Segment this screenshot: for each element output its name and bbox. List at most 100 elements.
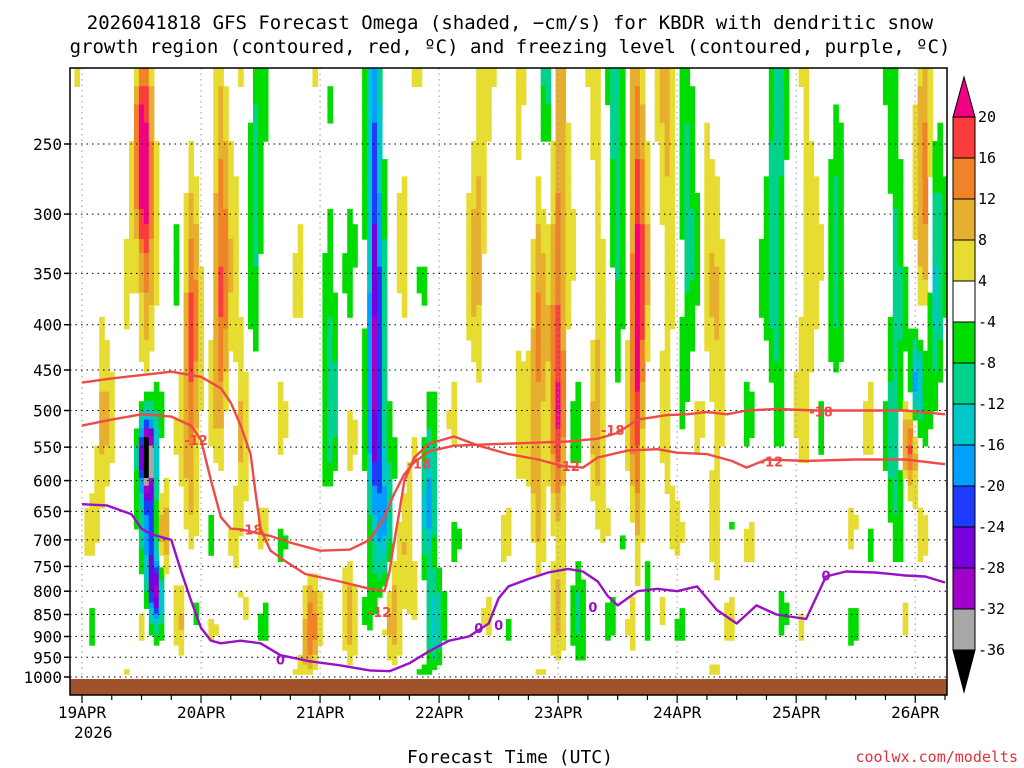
omega-cell <box>897 316 904 330</box>
omega-cell <box>372 339 378 352</box>
omega-cell <box>803 371 810 383</box>
omega-cell <box>223 292 229 306</box>
omega-cell <box>99 478 105 487</box>
omega-cell <box>892 462 899 471</box>
credit-link[interactable]: coolwx.com/modelts <box>855 748 1018 766</box>
omega-cell <box>937 253 943 268</box>
omega-cell <box>530 428 537 438</box>
omega-cell <box>372 68 378 87</box>
omega-cell <box>148 279 155 294</box>
omega-cell <box>575 410 581 421</box>
omega-cell <box>664 279 671 294</box>
omega-cell <box>471 193 477 210</box>
omega-cell <box>391 573 398 581</box>
omega-cell <box>238 68 244 87</box>
omega-cell <box>347 305 353 318</box>
omega-cell <box>927 141 934 160</box>
omega-cell <box>396 238 403 254</box>
omega-cell <box>868 542 874 550</box>
omega-cell <box>897 193 904 210</box>
omega-cell <box>679 141 686 160</box>
omega-cell <box>560 548 567 556</box>
omega-cell <box>768 68 775 87</box>
omega-cell <box>555 596 562 604</box>
omega-cell <box>148 561 155 569</box>
omega-cell <box>808 253 815 268</box>
omega-cell <box>575 613 581 620</box>
y-tick-label: 400 <box>33 316 62 335</box>
omega-cell <box>322 350 328 363</box>
omega-cell <box>709 176 715 194</box>
omega-cell <box>282 410 289 421</box>
omega-cell <box>515 141 522 160</box>
omega-cell <box>758 279 765 294</box>
omega-cell <box>377 591 383 598</box>
omega-cell <box>669 193 676 210</box>
omega-cell <box>153 176 160 194</box>
omega-cell <box>505 619 512 626</box>
omega-cell <box>629 507 636 516</box>
omega-cell <box>476 316 482 330</box>
omega-cell <box>124 316 130 330</box>
omega-cell <box>515 350 522 363</box>
omega-cell <box>431 591 438 598</box>
omega-cell <box>629 500 636 509</box>
omega-cell <box>808 224 815 240</box>
omega-cell <box>560 470 567 479</box>
omega-cell <box>183 470 190 479</box>
omega-cell <box>367 561 373 569</box>
omega-cell <box>778 591 785 598</box>
omega-cell <box>228 279 234 294</box>
omega-cell <box>302 634 309 641</box>
omega-cell <box>233 528 239 537</box>
omega-cell <box>153 542 160 550</box>
omega-cell <box>228 339 234 352</box>
omega-cell <box>322 391 328 402</box>
omega-cell <box>892 445 899 455</box>
omega-cell <box>466 224 472 240</box>
omega-cell <box>377 548 383 556</box>
omega-cell <box>148 602 155 609</box>
omega-cell <box>188 305 195 318</box>
omega-cell <box>679 193 686 210</box>
omega-cell <box>689 193 696 210</box>
omega-cell <box>570 613 576 620</box>
omega-cell <box>332 339 338 352</box>
omega-cell <box>550 292 557 306</box>
omega-cell <box>590 361 596 373</box>
omega-cell <box>84 521 90 530</box>
omega-cell <box>421 528 428 537</box>
omega-cell <box>917 514 924 523</box>
omega-cell <box>332 391 338 402</box>
omega-cell <box>84 528 90 537</box>
omega-cell <box>94 478 100 487</box>
omega-cell <box>629 104 636 124</box>
omega-cell <box>158 507 165 516</box>
omega-cell <box>223 224 229 240</box>
omega-cell <box>426 410 433 421</box>
omega-cell <box>629 428 636 438</box>
omega-cell <box>143 328 150 341</box>
omega-cell <box>193 176 200 194</box>
omega-cell <box>258 176 264 194</box>
omega-cell <box>565 159 572 178</box>
omega-cell <box>590 381 596 393</box>
colorbar-tick-label: -8 <box>978 354 996 372</box>
omega-cell <box>605 619 611 626</box>
omega-cell <box>838 238 844 254</box>
omega-cell <box>138 305 145 318</box>
omega-cell <box>897 493 904 502</box>
omega-cell <box>600 528 606 537</box>
omega-cell <box>178 381 185 393</box>
omega-cell <box>292 253 299 268</box>
omega-cell <box>228 159 234 178</box>
omega-cell <box>550 500 557 509</box>
omega-cell <box>689 292 696 306</box>
omega-cell <box>639 159 646 178</box>
omega-cell <box>228 548 234 556</box>
omega-cell <box>818 266 824 281</box>
omega-cell <box>377 86 383 106</box>
omega-cell <box>327 292 333 306</box>
omega-cell <box>193 521 200 530</box>
omega-cell <box>426 514 433 523</box>
